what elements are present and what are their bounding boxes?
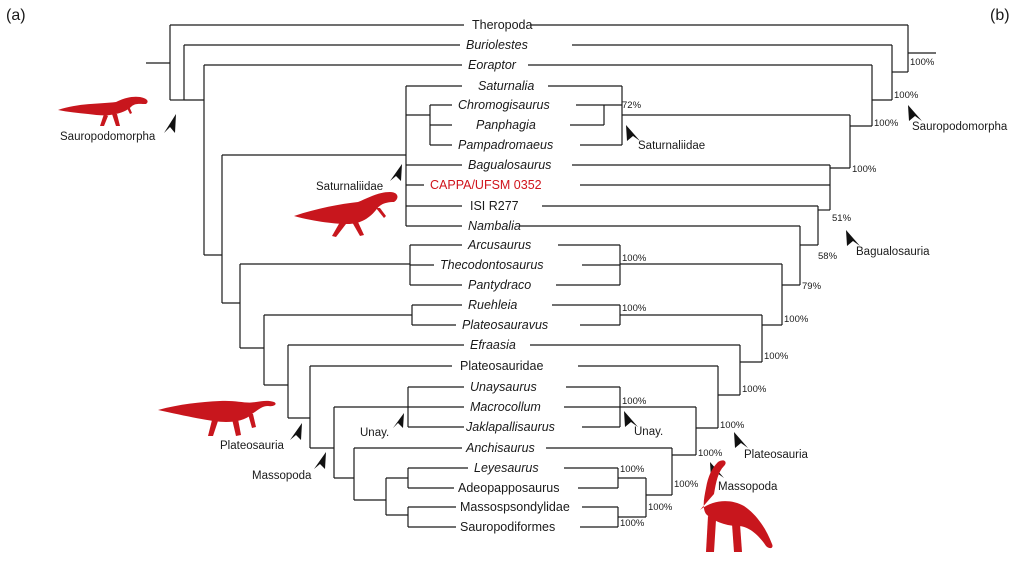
clade-arrowhead-icon: [390, 164, 402, 181]
clade-arrowhead-icon: [290, 423, 302, 440]
dinosaur-silhouette-icon: [158, 400, 276, 436]
clade-arrowhead-icon: [734, 432, 748, 448]
taxon-label: Sauropodiformes: [460, 520, 555, 534]
support-value: 79%: [802, 281, 822, 292]
taxon-label: Nambalia: [468, 219, 521, 233]
taxon-label: Bagualosaurus: [468, 158, 551, 172]
support-value: 100%: [852, 164, 877, 175]
clade-label: Sauropodomorpha: [60, 131, 156, 143]
taxon-label: Unaysaurus: [470, 380, 537, 394]
clade-label: Plateosauria: [220, 440, 285, 452]
support-value: 100%: [742, 384, 767, 395]
clade-arrowhead-icon: [624, 411, 638, 427]
clade-arrowhead-icon: [314, 452, 326, 469]
support-value: 100%: [622, 253, 647, 264]
taxon-label: Eoraptor: [468, 58, 517, 72]
support-value: 100%: [784, 314, 809, 325]
taxon-label: Thecodontosaurus: [440, 258, 544, 272]
taxon-label: Pantydraco: [468, 278, 531, 292]
clade-annotations: Sauropodomorpha Saturnaliidae Plateosaur…: [60, 105, 1008, 493]
taxon-label: Saturnalia: [478, 79, 534, 93]
taxon-label: Buriolestes: [466, 38, 528, 52]
taxon-label: Efraasia: [470, 338, 516, 352]
clade-label: Massopoda: [252, 470, 312, 482]
support-value: 72%: [622, 100, 642, 111]
taxon-label: Anchisaurus: [465, 441, 535, 455]
support-value: 58%: [818, 251, 838, 262]
clade-label: Unay.: [634, 426, 663, 438]
panel-label-a: (a): [6, 7, 26, 24]
tree-b-branches: [520, 24, 936, 528]
support-value: 100%: [764, 351, 789, 362]
clade-arrowhead-icon: [164, 114, 176, 133]
clade-label: Saturnaliidae: [316, 181, 383, 193]
taxon-label: Ruehleia: [468, 298, 517, 312]
support-value: 100%: [894, 90, 919, 101]
taxon-label: Panphagia: [476, 118, 536, 132]
support-value: 51%: [832, 213, 852, 224]
clade-arrowhead-icon: [846, 230, 860, 246]
taxon-label-highlight: CAPPA/UFSM 0352: [430, 178, 542, 192]
clade-arrowhead-icon: [908, 105, 922, 121]
support-value: 100%: [620, 518, 645, 529]
taxon-label: Theropoda: [472, 18, 533, 32]
taxon-label: Leyesaurus: [474, 461, 539, 475]
support-value: 100%: [622, 396, 647, 407]
taxon-label: Macrocollum: [470, 400, 541, 414]
clade-label: Massopoda: [718, 481, 778, 493]
silhouettes: [58, 96, 773, 552]
support-value: 100%: [622, 303, 647, 314]
clade-label: Bagualosauria: [856, 246, 930, 258]
clade-label: Sauropodomorpha: [912, 121, 1008, 133]
support-values: 72% 100% 100% 100% 100% 100% 100% 100% 1…: [620, 57, 935, 529]
panel-label-b: (b): [990, 7, 1010, 24]
tree-a-branches: [146, 24, 468, 528]
dinosaur-silhouette-icon: [294, 192, 398, 237]
support-value: 100%: [720, 420, 745, 431]
clade-label: Plateosauria: [744, 449, 809, 461]
support-value: 100%: [648, 502, 673, 513]
support-value: 100%: [698, 448, 723, 459]
taxon-label: Pampadromaeus: [458, 138, 553, 152]
support-value: 100%: [910, 57, 935, 68]
taxon-label: Jaklapallisaurus: [465, 420, 555, 434]
dinosaur-silhouette-icon: [58, 96, 148, 126]
taxon-label: Massospsondylidae: [460, 500, 570, 514]
taxon-labels: Theropoda Buriolestes Eoraptor Saturnali…: [430, 18, 570, 534]
taxon-label: Arcusaurus: [467, 238, 531, 252]
support-value: 100%: [620, 464, 645, 475]
clade-label: Unay.: [360, 427, 389, 439]
taxon-label: Plateosauridae: [460, 359, 543, 373]
dinosaur-silhouette-icon: [700, 460, 773, 552]
support-value: 100%: [674, 479, 699, 490]
taxon-label: ISI R277: [470, 199, 519, 213]
taxon-label: Adeopapposaurus: [458, 481, 559, 495]
taxon-label: Chromogisaurus: [458, 98, 550, 112]
clade-arrowhead-icon: [393, 413, 404, 428]
support-value: 100%: [874, 118, 899, 129]
clade-label: Saturnaliidae: [638, 140, 705, 152]
taxon-label: Plateosauravus: [462, 318, 548, 332]
clade-arrowhead-icon: [626, 125, 640, 141]
